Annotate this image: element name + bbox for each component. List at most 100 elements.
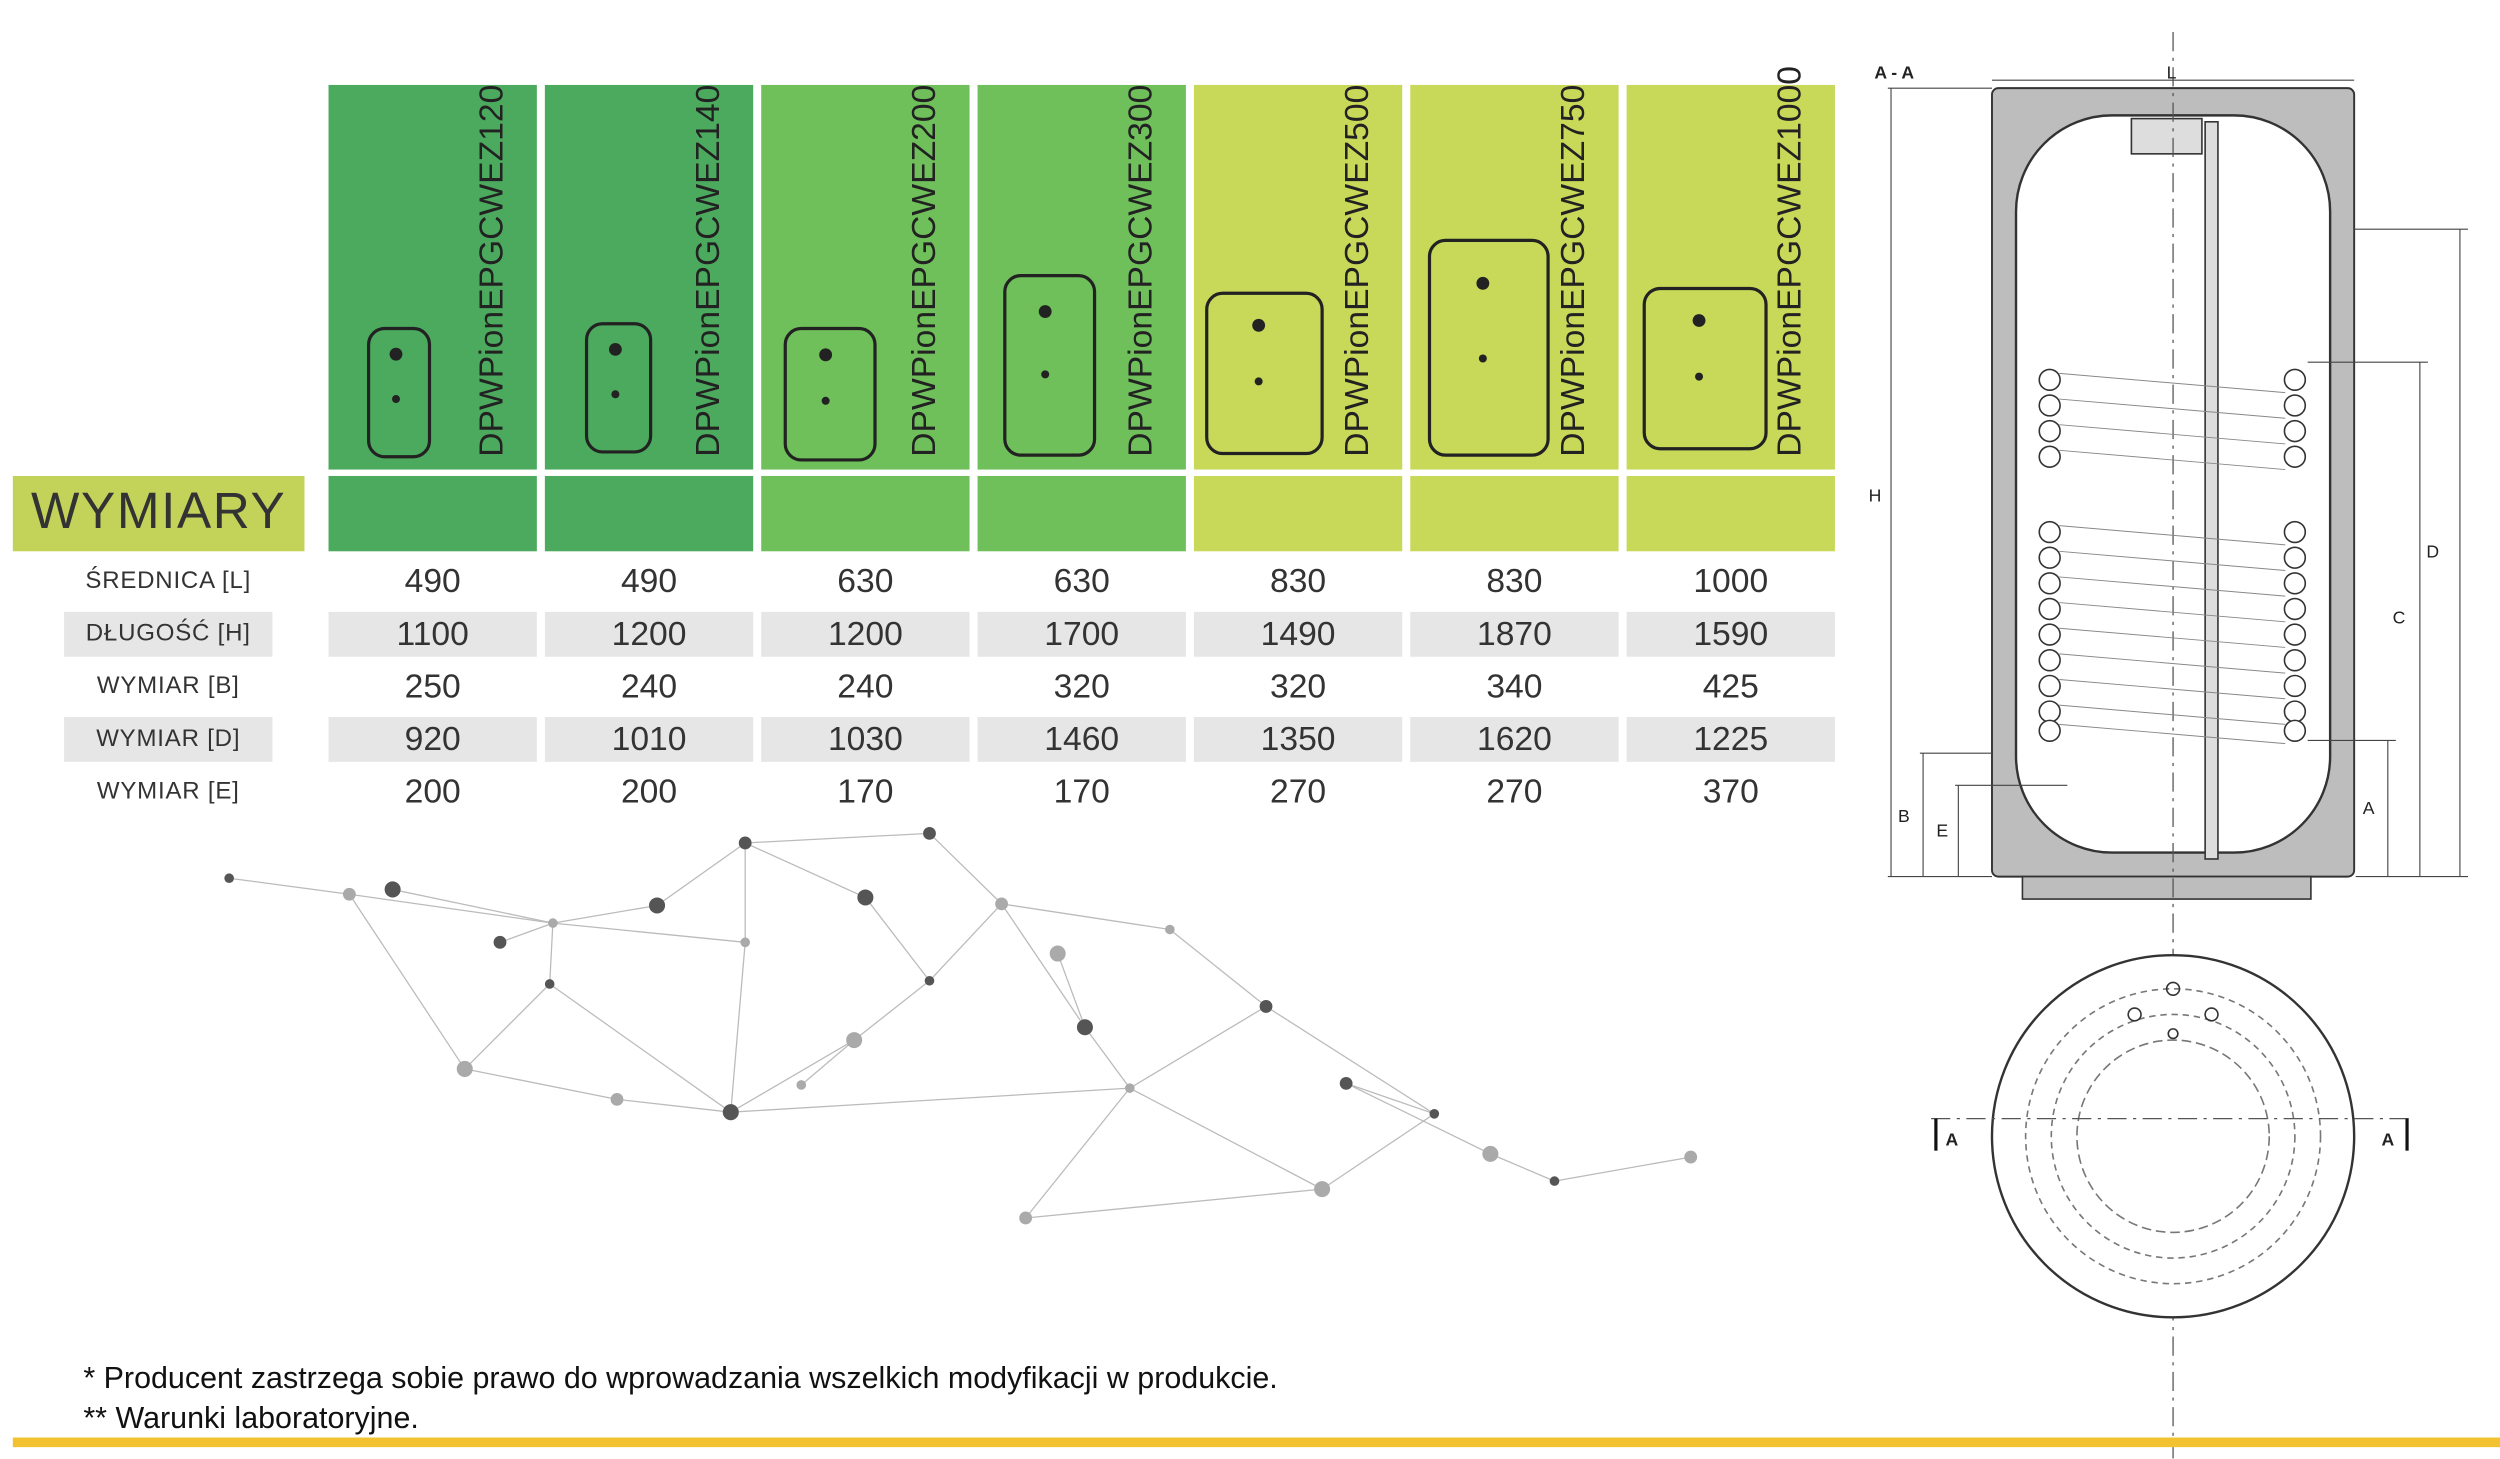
- tank-port: [1695, 372, 1704, 381]
- network-edge: [552, 904, 658, 924]
- cell: 1490: [1261, 616, 1336, 653]
- row-bg: [761, 611, 970, 657]
- network-edge: [1001, 903, 1170, 931]
- coil: [2038, 445, 2061, 468]
- diagram-label: A: [2381, 1130, 2394, 1150]
- network-node: [649, 897, 666, 914]
- coil-line: [2059, 653, 2286, 674]
- network-edge: [929, 903, 1003, 982]
- row-label: WYMIAR [D]: [96, 725, 240, 752]
- header-band: [1410, 475, 1619, 552]
- row-label: ŚREDNICA [L]: [85, 566, 251, 594]
- footnote: * Producent zastrzega sobie prawo do wpr…: [83, 1361, 1277, 1395]
- row-bg: [1410, 611, 1619, 657]
- network-node: [1259, 1000, 1273, 1013]
- coil: [2283, 597, 2307, 621]
- model-name: DPWPionEPGCWEZ120: [473, 85, 510, 457]
- cell: 920: [405, 721, 461, 758]
- model-header: [1193, 84, 1403, 470]
- network-edge: [549, 923, 554, 985]
- coil: [2283, 719, 2307, 743]
- tank-port: [1252, 318, 1266, 332]
- cell: 1100: [397, 616, 469, 653]
- row-bg: [544, 611, 754, 657]
- tank-port: [821, 396, 830, 405]
- diagram-label: L: [2167, 62, 2177, 82]
- cell: 1200: [612, 616, 687, 653]
- row-bg: [1410, 716, 1619, 762]
- cell: 1870: [1477, 616, 1552, 653]
- cell: 1000: [1693, 563, 1768, 600]
- network-edge: [499, 922, 554, 943]
- coil-line: [2059, 525, 2286, 546]
- coil: [2038, 719, 2061, 743]
- network-edge: [730, 1087, 1130, 1113]
- coil: [2038, 572, 2061, 595]
- network-node: [1549, 1176, 1560, 1186]
- model-name: DPWPionEPGCWEZ500: [1339, 85, 1376, 457]
- bottom-rule: [12, 1437, 2500, 1448]
- tank-diagram: [1887, 32, 2468, 1459]
- cell: 340: [1486, 668, 1542, 705]
- tank-icon: [1427, 238, 1550, 457]
- coil: [2283, 546, 2307, 569]
- network-edge: [656, 842, 746, 906]
- network-node: [1339, 1076, 1353, 1090]
- cell: 320: [1270, 668, 1326, 705]
- network-edge: [348, 893, 466, 1070]
- tank-icon: [1205, 291, 1324, 456]
- coil: [2283, 419, 2307, 443]
- network-decoration: [224, 826, 1698, 1225]
- coil: [2283, 445, 2307, 468]
- tank-icon: [1642, 286, 1768, 451]
- network-edge: [1490, 1153, 1555, 1182]
- tank-icon: [783, 326, 877, 462]
- tank-port: [611, 390, 620, 399]
- cell: 240: [837, 668, 893, 705]
- network-node: [738, 836, 752, 850]
- coil: [2283, 394, 2307, 417]
- cell: 170: [837, 773, 893, 810]
- model-name: DPWPionEPGCWEZ200: [906, 85, 943, 457]
- diagram-label: D: [2426, 542, 2439, 562]
- cell: 1620: [1477, 721, 1552, 758]
- row-label: DŁUGOŚĆ [H]: [86, 619, 251, 647]
- network-node: [995, 897, 1009, 911]
- coil-line: [2059, 602, 2286, 623]
- cell: 1225: [1693, 721, 1768, 758]
- network-edge: [1265, 1005, 1435, 1115]
- model-header: [1410, 84, 1619, 470]
- coil: [2038, 546, 2061, 569]
- row-label: WYMIAR [B]: [97, 672, 240, 699]
- network-edge: [1129, 1087, 1323, 1190]
- network-edge: [929, 832, 1003, 905]
- cell: 320: [1054, 668, 1110, 705]
- coil-line: [2059, 627, 2286, 648]
- cell: 1030: [828, 721, 903, 758]
- network-edge: [730, 1039, 855, 1113]
- model-name: DPWPionEPGCWEZ300: [1123, 85, 1160, 457]
- tank-port: [391, 395, 400, 404]
- header-band: [761, 475, 970, 552]
- model-header: [1626, 84, 1835, 470]
- network-edge: [552, 922, 746, 943]
- cell: 1010: [612, 721, 687, 758]
- coil-line: [2059, 576, 2286, 597]
- diagram-label: B: [1898, 806, 1910, 826]
- network-node: [923, 826, 936, 840]
- network-node: [1125, 1083, 1135, 1093]
- network-node: [342, 887, 356, 901]
- coil-line: [2059, 550, 2286, 572]
- cell: 830: [1486, 563, 1542, 600]
- tank-port: [608, 342, 622, 356]
- network-node: [224, 873, 234, 884]
- network-edge: [616, 1098, 731, 1113]
- cell: 250: [405, 668, 461, 705]
- cell: 1350: [1261, 721, 1336, 758]
- coil: [2038, 700, 2061, 723]
- network-edge: [744, 842, 866, 899]
- network-node: [1019, 1211, 1033, 1225]
- model-name: DPWPionEPGCWEZ750: [1555, 85, 1592, 457]
- network-node: [544, 979, 555, 989]
